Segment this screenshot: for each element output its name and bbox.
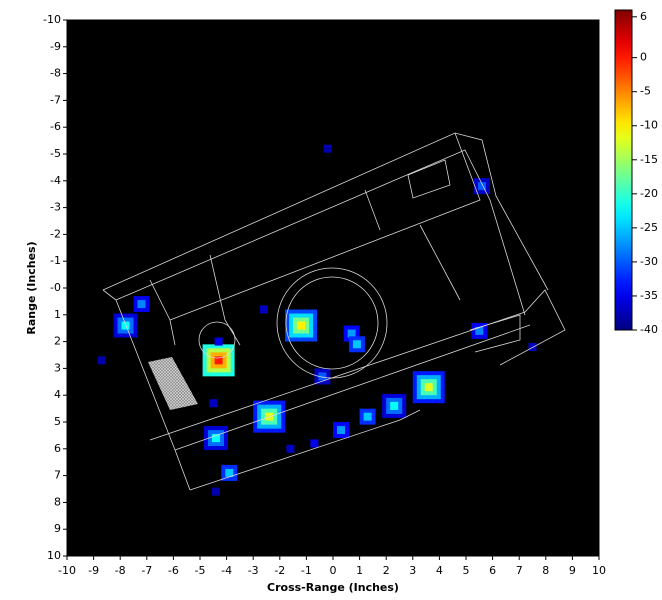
x-tick-label: -5 xyxy=(195,564,206,577)
x-tick-label: 2 xyxy=(383,564,390,577)
x-tick-label: -7 xyxy=(141,564,152,577)
colorbar-tick-label: -35 xyxy=(640,289,658,302)
y-tick-label: -8 xyxy=(50,67,61,80)
blob xyxy=(214,356,223,365)
y-tick-label: 1 xyxy=(54,308,61,321)
blob xyxy=(318,372,327,381)
colorbar-tick-label: -5 xyxy=(640,85,651,98)
radar-image xyxy=(97,144,537,496)
y-tick-label: 3 xyxy=(54,361,61,374)
x-axis-label: Cross-Range (Inches) xyxy=(267,581,399,594)
blob xyxy=(225,468,234,477)
blob xyxy=(363,412,372,421)
y-axis-label: Range (Inches) xyxy=(25,241,38,334)
x-tick-label: 4 xyxy=(436,564,443,577)
y-tick-label: -6 xyxy=(50,120,61,133)
blob xyxy=(97,356,106,365)
x-tick-label: -9 xyxy=(88,564,99,577)
hatched-panel xyxy=(148,357,198,410)
y-tick-label: -7 xyxy=(50,93,61,106)
axes: -10 -9 -8 -7 -6 -5 -4 -3 -2 -1 0 1 2 3 4 5 6 7 8 9 10-10-9-8… xyxy=(43,13,606,577)
blob xyxy=(259,305,268,314)
x-tick-label: 8 xyxy=(542,564,549,577)
x-tick-label: 0 xyxy=(330,564,337,577)
y-tick-label: -3 xyxy=(50,201,61,214)
blob xyxy=(310,439,319,448)
blob xyxy=(297,321,306,330)
y-tick-label: -9 xyxy=(50,40,61,53)
y-tick-label: -2 xyxy=(50,227,61,240)
x-tick-label: 3 xyxy=(409,564,416,577)
colorbar-tick-label: -40 xyxy=(640,323,658,336)
blob xyxy=(137,300,146,309)
x-tick-label: 5 xyxy=(463,564,470,577)
blob xyxy=(214,337,223,346)
blob xyxy=(336,426,345,435)
colorbar-tick-label: -20 xyxy=(640,187,658,200)
blob xyxy=(211,434,220,443)
y-tick-label: 8 xyxy=(54,495,61,508)
y-tick-label: -0 xyxy=(50,281,61,294)
x-tick-label: 6 xyxy=(489,564,496,577)
blob xyxy=(424,383,433,392)
blob xyxy=(211,487,220,496)
y-tick-label: -4 xyxy=(50,174,61,187)
blob xyxy=(286,444,295,453)
blob xyxy=(390,401,399,410)
target-wireframe xyxy=(102,132,566,491)
y-tick-label: -1 xyxy=(50,254,61,267)
blob xyxy=(121,321,130,330)
y-tick-label: 9 xyxy=(54,522,61,535)
colorbar xyxy=(614,9,633,331)
blob xyxy=(528,342,537,351)
x-tick-label: 1 xyxy=(356,564,363,577)
colorbar-tick-label: 0 xyxy=(640,51,647,64)
x-tick-label: -4 xyxy=(221,564,232,577)
colorbar-tick-label: -30 xyxy=(640,255,658,268)
y-tick-label: 7 xyxy=(54,469,61,482)
colorbar-tick-label: -25 xyxy=(640,221,658,234)
blob xyxy=(209,399,218,408)
x-tick-label: -8 xyxy=(115,564,126,577)
blob xyxy=(475,326,484,335)
y-tick-label: 10 xyxy=(47,549,61,562)
x-tick-label: -10 xyxy=(58,564,76,577)
blob xyxy=(323,144,332,153)
y-tick-label: 4 xyxy=(54,388,61,401)
plot-area xyxy=(67,20,599,556)
colorbar-tick-label: -10 xyxy=(640,119,658,132)
y-tick-label: 6 xyxy=(54,442,61,455)
y-tick-label: 2 xyxy=(54,335,61,348)
x-tick-label: -1 xyxy=(301,564,312,577)
blob xyxy=(347,329,356,338)
y-tick-label: 5 xyxy=(54,415,61,428)
y-tick-label: -10 xyxy=(43,13,61,26)
blob xyxy=(352,340,361,349)
x-tick-label: -2 xyxy=(274,564,285,577)
x-tick-label: 9 xyxy=(569,564,576,577)
blob xyxy=(477,182,486,191)
x-tick-label: 7 xyxy=(516,564,523,577)
y-tick-label: -5 xyxy=(50,147,61,160)
colorbar-tick-label: 6 xyxy=(640,10,647,23)
x-tick-label: 10 xyxy=(592,564,606,577)
colorbar-tick-label: -15 xyxy=(640,153,658,166)
x-tick-label: -6 xyxy=(168,564,179,577)
x-tick-label: -3 xyxy=(248,564,259,577)
